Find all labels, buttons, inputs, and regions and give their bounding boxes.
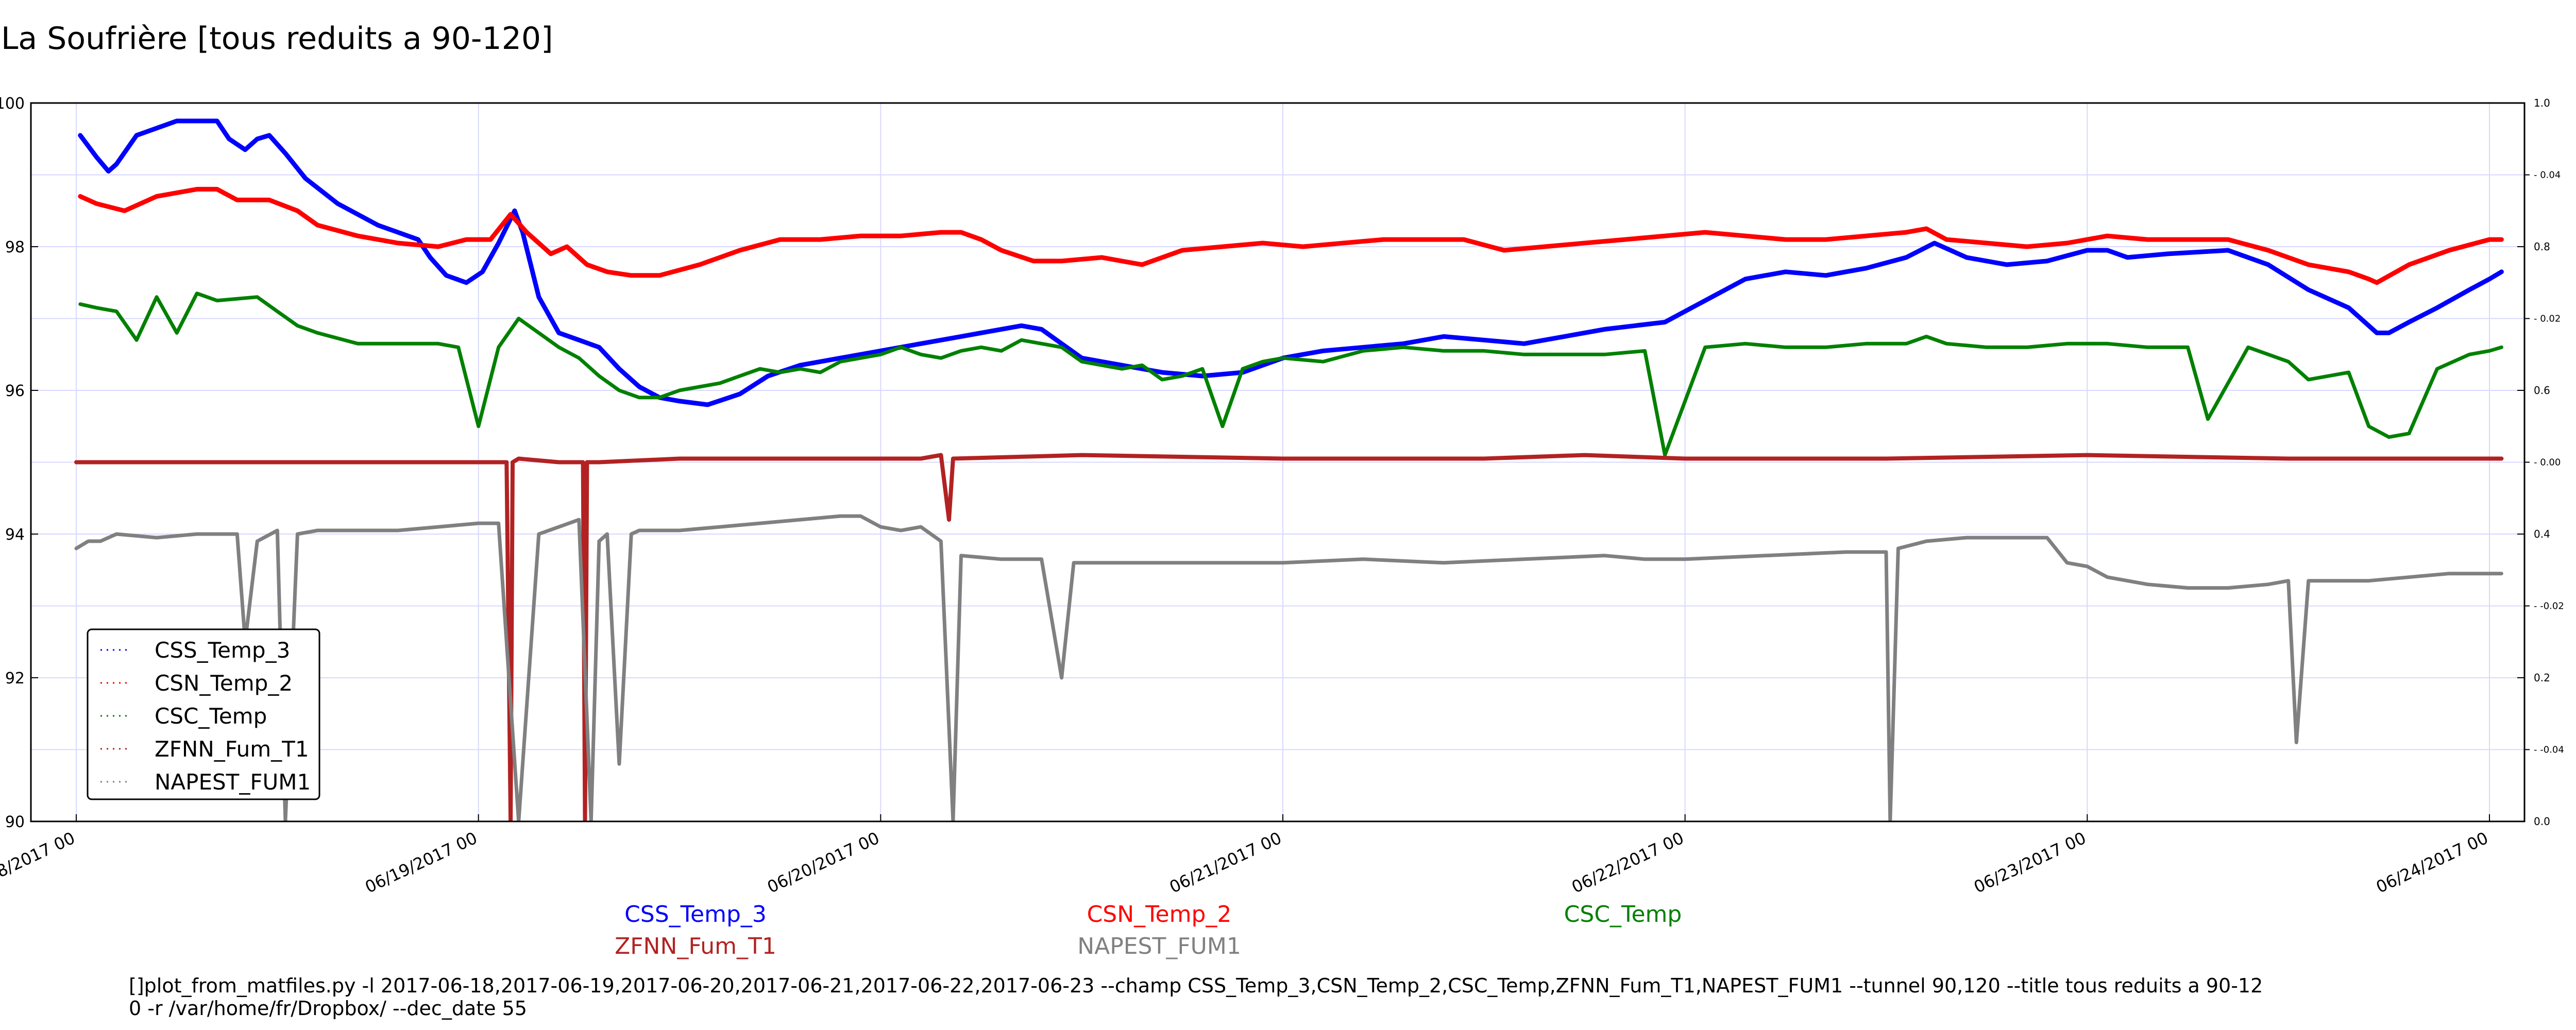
- y-tick-label: 92: [5, 670, 25, 688]
- y-tick-label: 94: [5, 526, 25, 544]
- x-tick-label: 06/19/2017 00: [362, 828, 480, 897]
- right-tick-label: 1.0: [2534, 97, 2550, 109]
- series-line-css-temp-3: [78, 118, 2504, 407]
- x-tick-label: 06/20/2017 00: [764, 828, 882, 897]
- x-tick-label: 06/22/2017 00: [1569, 828, 1687, 897]
- right-inner-tick-label: - 0.04: [2534, 170, 2561, 181]
- right-tick-label: 0.2: [2534, 672, 2550, 684]
- command-line-1: []plot_from_matfiles.py -l 2017-06-18,20…: [129, 974, 2263, 997]
- right-inner-tick-label: - 0.00: [2534, 457, 2561, 468]
- y-tick-label: 98: [5, 238, 25, 256]
- right-inner-tick-label: - -0.02: [2534, 601, 2564, 612]
- bottom-label-napest-fum1: NAPEST_FUM1: [1077, 933, 1241, 959]
- bottom-label-csn-temp-2: CSN_Temp_2: [1087, 901, 1232, 928]
- series-line-napest-fum1: [74, 514, 2503, 821]
- legend-label: NAPEST_FUM1: [155, 769, 311, 795]
- legend-box: [87, 628, 320, 800]
- legend-label: CSS_Temp_3: [155, 638, 290, 663]
- right-inner-tick-label: - -0.04: [2534, 745, 2564, 756]
- right-tick-label: 0.6: [2534, 384, 2550, 397]
- bottom-label-csc-temp: CSC_Temp: [1564, 901, 1682, 928]
- bottom-label-zfnn-fum-t1: ZFNN_Fum_T1: [615, 933, 776, 959]
- y-tick-label: 96: [5, 382, 25, 400]
- y-tick-label: 90: [5, 813, 25, 831]
- series-line-csn-temp-2: [78, 186, 2504, 285]
- command-line-2: 0 -r /var/home/fr/Dropbox/ --dec_date 55: [129, 997, 527, 1020]
- series-layer: [74, 118, 2504, 821]
- bottom-label-css-temp-3: CSS_Temp_3: [624, 901, 767, 928]
- series-line-csc-temp: [78, 291, 2503, 457]
- legend-label: CSN_Temp_2: [155, 671, 293, 696]
- right-tick-label: 0.4: [2534, 528, 2550, 540]
- right-tick-label: 0.8: [2534, 241, 2550, 253]
- right-inner-tick-label: - 0.02: [2534, 314, 2561, 324]
- command-line-text: []plot_from_matfiles.py -l 2017-06-18,20…: [129, 974, 2263, 1020]
- y-tick-label: 100: [0, 95, 25, 113]
- axes: 06/18/2017 00 06/19/2017 00 06/20/2017 00 0…: [0, 95, 2564, 897]
- page-title: La Soufrière [tous reduits a 90-120]: [1, 21, 553, 57]
- x-tick-label: 06/21/2017 00: [1166, 828, 1284, 897]
- legend-label: CSC_Temp: [155, 703, 267, 729]
- right-tick-label: 0.0: [2534, 815, 2550, 828]
- x-tick-label: 06/18/2017 00: [0, 828, 78, 897]
- x-tick-label: 06/24/2017 00: [2373, 828, 2491, 897]
- legend: CSS_Temp_3 CSN_Temp_2 CSC_Temp ZFNN_Fum_T1 N…: [87, 628, 320, 800]
- series-line-zfnn-fum-t1: [74, 453, 2504, 821]
- x-tick-label: 06/23/2017 00: [1971, 828, 2089, 897]
- legend-label: ZFNN_Fum_T1: [155, 736, 309, 762]
